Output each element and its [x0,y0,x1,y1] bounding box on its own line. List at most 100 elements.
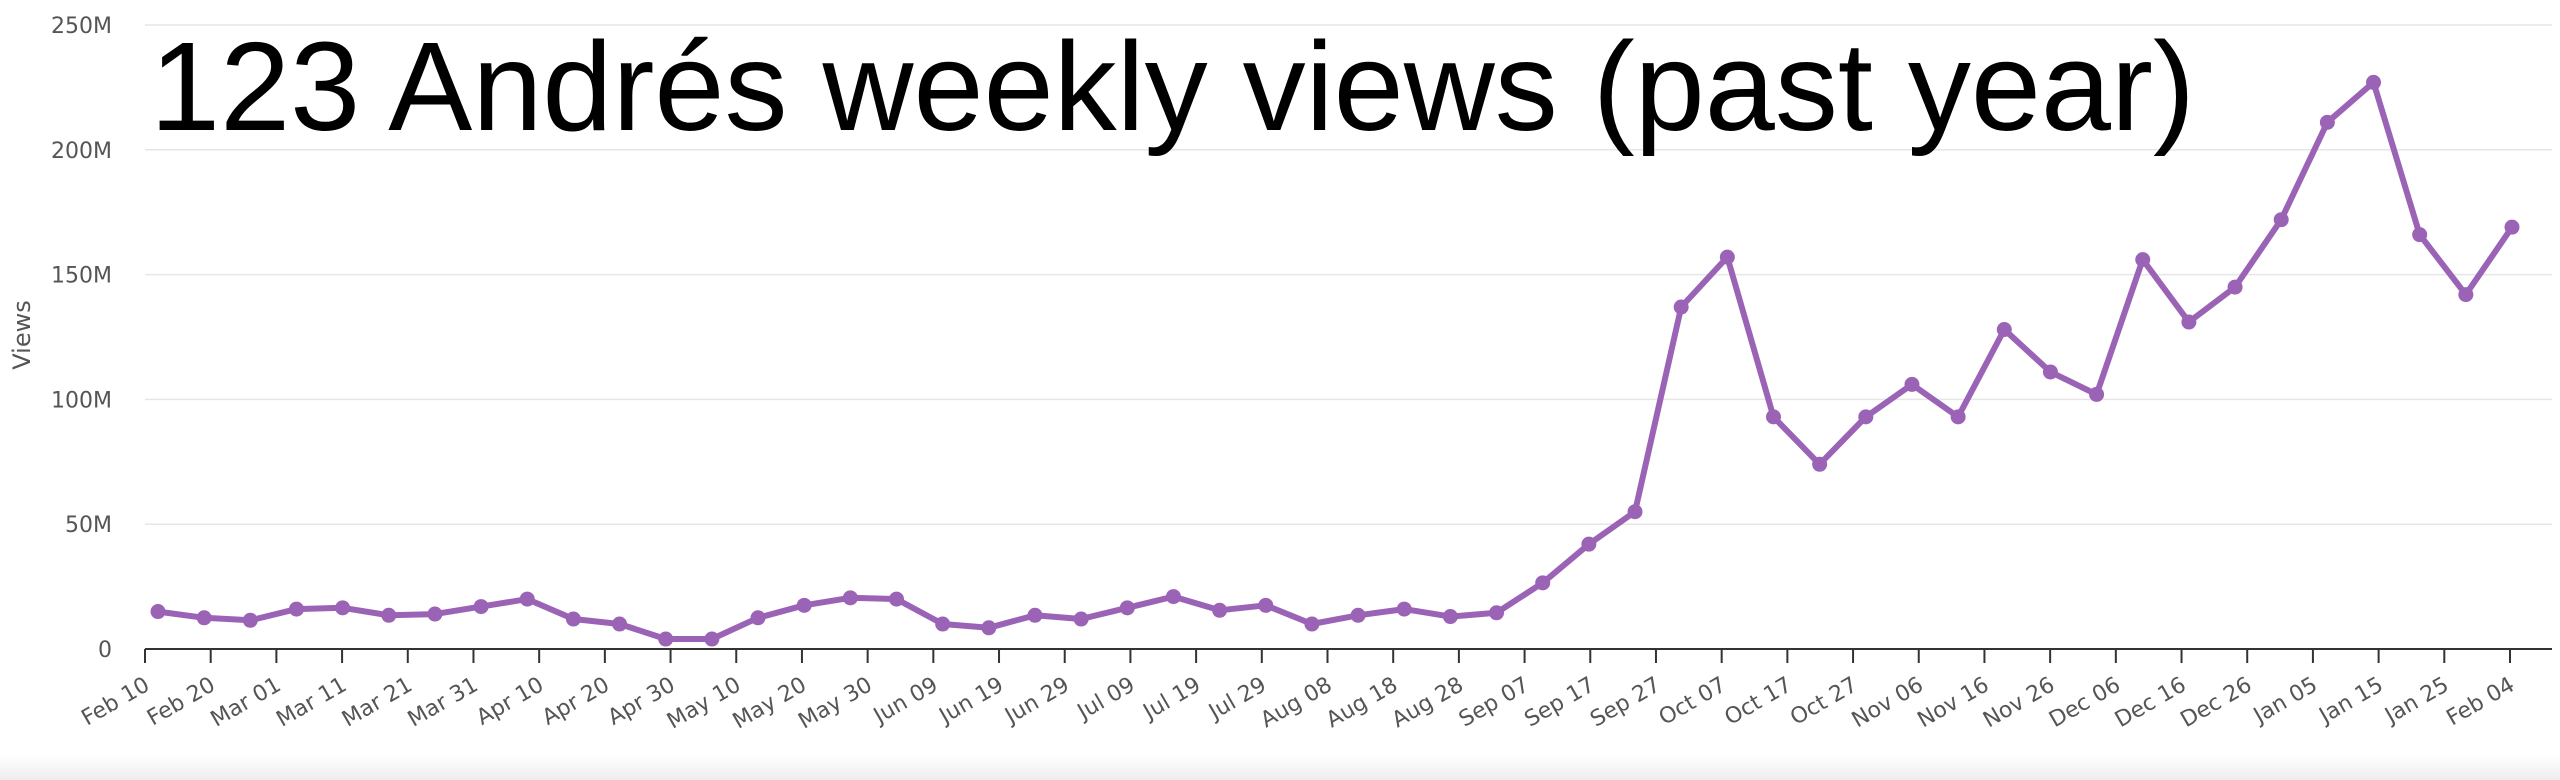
data-point [196,610,212,626]
data-point [2412,227,2428,243]
data-point [1719,249,1735,265]
x-tick-label: Sep 07 [1455,673,1534,733]
data-point [658,631,674,647]
x-tick-label: May 20 [729,673,811,735]
x-tick-label: Nov 16 [1913,673,1993,734]
data-point [2458,287,2474,303]
data-point [2135,252,2151,268]
data-point [2042,364,2058,380]
x-tick-label: Jan 05 [2248,673,2322,730]
data-point [335,600,351,616]
x-tick-label: Sep 17 [1521,673,1600,733]
x-tick-label: Apr 20 [538,673,614,731]
data-point [381,607,397,623]
x-tick-label: Mar 01 [207,673,286,733]
x-tick-label: Feb 10 [77,673,154,732]
x-tick-label: Dec 06 [2045,673,2125,733]
x-tick-label: Jul 09 [1072,673,1140,726]
data-point [288,601,304,617]
y-tick-label: 150M [51,264,112,289]
x-tick-label: Nov 06 [1848,673,1928,734]
chart-title: 123 Andrés weekly views (past year) [150,16,2195,157]
y-tick-label: 0 [98,638,112,663]
y-axis-title: Views [8,300,36,369]
data-point [1581,536,1597,552]
data-point [2181,314,2197,330]
data-point [2089,386,2105,402]
data-point [889,591,905,607]
data-point [1812,456,1828,472]
x-tick-label: Mar 11 [272,673,351,733]
data-point [1904,376,1920,392]
x-tick-label: Mar 31 [404,673,483,733]
data-point [473,599,489,615]
data-point [1212,602,1228,618]
data-point [842,590,858,606]
data-point [150,604,166,620]
data-point [981,620,997,636]
y-tick-label: 50M [65,513,112,538]
data-point [1442,609,1458,625]
y-tick-label: 250M [51,14,112,39]
x-tick-label: Feb 04 [2442,673,2519,732]
x-tick-label: Nov 26 [1979,673,2059,734]
data-point [1165,589,1181,605]
bottom-shadow [0,755,2560,780]
y-tick-label: 100M [51,388,112,413]
x-tick-label: Oct 17 [1721,673,1797,731]
x-tick-label: Jan 15 [2314,673,2388,730]
x-tick-label: Jul 19 [1138,673,1206,726]
data-point [1950,409,1966,425]
x-tick-label: Oct 27 [1786,673,1862,731]
data-point [750,610,766,626]
data-point [2273,212,2289,228]
x-tick-label: Aug 08 [1256,673,1336,734]
x-tick-label: Oct 07 [1655,673,1731,731]
x-tick-label: Mar 21 [338,673,417,733]
data-point [704,631,720,647]
data-point [612,616,628,632]
x-tick-label: Jun 19 [934,673,1008,730]
data-point [1489,605,1505,621]
data-point [1673,299,1689,315]
y-tick-label: 200M [51,139,112,164]
x-tick-label: May 10 [663,673,745,735]
data-point [1765,409,1781,425]
data-point [427,606,443,622]
data-point [565,611,581,627]
data-point [1535,575,1551,591]
x-tick-label: Jun 09 [868,673,942,730]
data-point [1304,616,1320,632]
data-point [1627,504,1643,520]
data-point [519,591,535,607]
x-tick-label: May 30 [794,673,876,735]
data-point [1996,322,2012,338]
x-tick-label: Feb 20 [143,673,220,732]
data-point [1073,611,1089,627]
data-point [1396,601,1412,617]
x-tick-label: Sep 27 [1586,673,1665,733]
x-tick-label: Jun 29 [999,673,1073,730]
x-tick-label: Dec 26 [2177,673,2257,733]
data-point [2227,279,2243,295]
x-tick-label: Apr 10 [472,673,548,731]
data-point [935,616,951,632]
data-point [1858,409,1874,425]
data-point [242,612,258,628]
data-point [2366,74,2382,90]
data-point [2504,219,2520,235]
y-axis: 0 50M 100M 150M 200M 250M [51,14,112,663]
data-point [2319,114,2335,130]
x-tick-label: Dec 16 [2111,673,2191,733]
series-views [150,74,2520,647]
series-line [155,79,2515,642]
x-tick-label: Aug 18 [1322,673,1402,734]
x-tick-label: Jan 25 [2379,673,2453,730]
x-tick-label: Aug 28 [1388,673,1468,734]
data-point [1350,607,1366,623]
data-point [796,597,812,613]
data-point [1119,600,1135,616]
